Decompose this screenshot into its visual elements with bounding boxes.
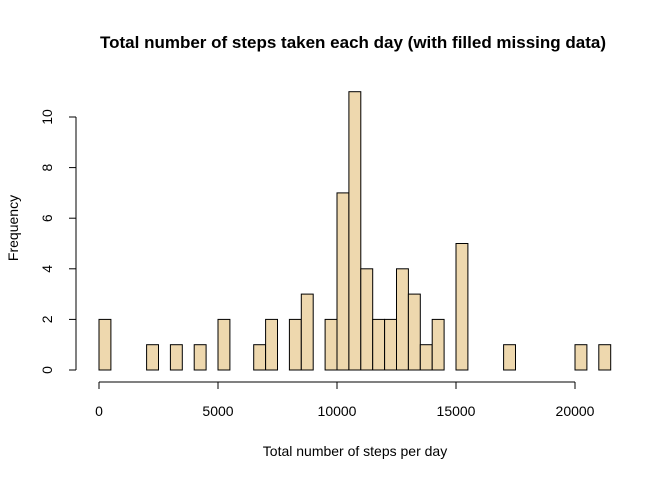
histogram-bar xyxy=(169,344,183,371)
histogram-bar xyxy=(300,293,314,371)
y-tick-label: 2 xyxy=(39,315,55,323)
histogram-bar xyxy=(503,344,517,371)
x-axis-label: Total number of steps per day xyxy=(263,443,447,459)
x-axis: 0 5000 10000 15000 20000 xyxy=(95,381,595,419)
y-tick-label: 4 xyxy=(39,265,55,273)
histogram-bar xyxy=(455,243,469,371)
histogram-bar xyxy=(348,91,362,371)
x-tick-label: 10000 xyxy=(318,403,357,419)
y-tick-label: 0 xyxy=(39,366,55,374)
histogram-bar xyxy=(574,344,588,371)
histogram-bar xyxy=(193,344,207,371)
histogram-bar xyxy=(360,268,374,371)
x-tick-label: 0 xyxy=(95,403,103,419)
x-tick-label: 20000 xyxy=(556,403,595,419)
histogram-bar xyxy=(217,318,231,371)
histogram-bar xyxy=(98,318,112,371)
histogram-bar xyxy=(419,344,433,371)
histogram-bar xyxy=(431,318,445,371)
histogram-bar xyxy=(372,318,386,371)
y-tick-label: 10 xyxy=(39,109,55,125)
y-axis-label: Frequency xyxy=(5,195,21,261)
histogram-bar xyxy=(407,293,421,371)
histogram-bar xyxy=(253,344,267,371)
histogram-bar xyxy=(265,318,279,371)
histogram-bar xyxy=(336,192,350,371)
histogram-bar xyxy=(598,344,612,371)
histogram-bar xyxy=(288,318,302,371)
y-tick-label: 8 xyxy=(39,163,55,171)
bars-group xyxy=(98,91,612,371)
y-tick-label: 6 xyxy=(39,214,55,222)
x-tick-label: 5000 xyxy=(202,403,233,419)
histogram-bar xyxy=(324,318,338,371)
histogram-bar xyxy=(146,344,160,371)
histogram-bar xyxy=(384,318,398,371)
x-tick-label: 15000 xyxy=(437,403,476,419)
histogram-bar xyxy=(396,268,409,371)
y-axis: 0 2 4 6 8 10 xyxy=(39,109,77,374)
chart-title: Total number of steps taken each day (wi… xyxy=(100,33,606,52)
